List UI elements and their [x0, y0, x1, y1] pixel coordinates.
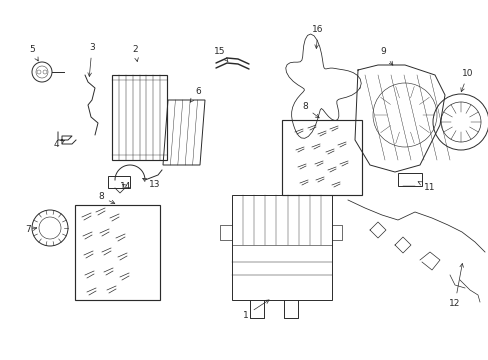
Text: 8: 8 [302, 103, 319, 118]
Bar [75, 205, 160, 300]
Text: 1: 1 [243, 300, 268, 320]
Text: 14: 14 [120, 183, 131, 192]
Bar [231, 195, 331, 300]
Text: 10: 10 [460, 69, 473, 92]
Text: 13: 13 [142, 178, 161, 189]
Bar [108, 176, 130, 188]
Text: 8: 8 [98, 193, 115, 204]
Bar [282, 120, 361, 195]
Text: 6: 6 [190, 87, 201, 102]
Text: 5: 5 [29, 45, 38, 61]
Text: 12: 12 [448, 264, 463, 307]
Text: 4: 4 [53, 140, 64, 149]
Bar [112, 75, 167, 160]
Text: 3: 3 [88, 44, 95, 76]
Text: 11: 11 [417, 182, 435, 193]
Text: 15: 15 [214, 48, 227, 62]
Bar [397, 173, 421, 186]
Text: 7: 7 [25, 225, 37, 234]
Text: 9: 9 [379, 48, 392, 65]
Text: 2: 2 [132, 45, 138, 62]
Text: 16: 16 [312, 26, 323, 49]
